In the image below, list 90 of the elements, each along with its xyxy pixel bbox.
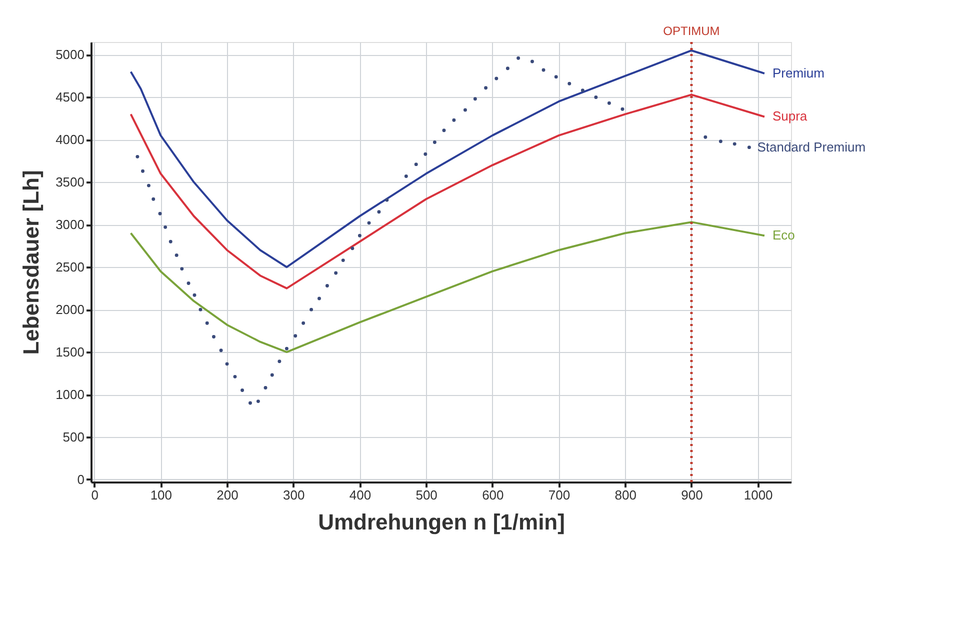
series-label: Eco — [772, 228, 795, 243]
point — [452, 118, 456, 122]
series-label: Standard Premium — [757, 139, 866, 154]
point — [620, 107, 624, 111]
point — [594, 95, 598, 99]
point — [442, 128, 446, 132]
point — [270, 373, 274, 377]
point — [341, 258, 345, 262]
x-axis-title: Umdrehungen n [1/min] — [318, 510, 565, 534]
line-series — [130, 221, 766, 354]
point — [212, 335, 216, 338]
point — [294, 334, 298, 338]
x-tick-label: 600 — [482, 488, 504, 502]
point — [302, 321, 306, 325]
x-tick-label: 100 — [150, 488, 172, 502]
point — [278, 360, 282, 364]
point — [318, 296, 321, 300]
ref-line-label: OPTIMUM — [663, 24, 720, 38]
point — [285, 346, 288, 350]
y-tick-label: 2500 — [56, 260, 84, 275]
point — [334, 271, 338, 275]
point — [424, 152, 428, 156]
point — [158, 212, 162, 216]
point — [358, 234, 362, 238]
x-tick-label: 900 — [681, 488, 703, 502]
point — [367, 221, 371, 225]
point — [180, 267, 184, 271]
point — [580, 88, 584, 92]
y-tick-label: 1000 — [56, 387, 84, 402]
point — [494, 76, 498, 80]
y-tick-label: 3000 — [56, 217, 84, 232]
point — [704, 135, 708, 139]
point — [205, 321, 209, 325]
y-tick-label: 3500 — [56, 174, 84, 190]
point — [463, 108, 467, 112]
point — [732, 142, 736, 146]
x-tick-label: 200 — [216, 488, 238, 502]
point — [198, 308, 202, 312]
point — [718, 140, 722, 144]
x-tick-label: 700 — [548, 488, 570, 502]
point — [404, 174, 408, 178]
point — [152, 197, 156, 201]
point — [568, 82, 572, 86]
point — [432, 140, 436, 144]
y-tick-label: 2000 — [56, 302, 84, 318]
x-tick-label: 1000 — [744, 488, 773, 502]
point — [264, 386, 268, 390]
point — [168, 240, 172, 244]
point — [141, 169, 144, 173]
y-tick-label: 4500 — [56, 90, 84, 105]
y-tick-label: 0 — [77, 472, 84, 487]
point — [385, 198, 389, 202]
point — [186, 282, 190, 285]
point — [747, 146, 751, 150]
point — [310, 308, 314, 312]
series-label: Supra — [772, 108, 808, 124]
point — [240, 388, 244, 392]
point — [233, 374, 237, 378]
point — [325, 284, 329, 288]
point — [377, 210, 381, 214]
x-tick-label: 300 — [283, 488, 305, 502]
y-tick-label: 1500 — [56, 344, 84, 360]
y-tick-label: 4000 — [56, 132, 84, 148]
point — [164, 225, 168, 229]
y-axis-title: Lebensdauer [Lh] — [18, 170, 44, 355]
point — [414, 162, 418, 166]
series-label: Premium — [772, 65, 824, 80]
x-tick-label: 500 — [416, 488, 438, 502]
point — [136, 154, 140, 158]
point — [225, 362, 229, 366]
point — [248, 401, 252, 405]
point — [146, 184, 150, 188]
y-tick-label: 5000 — [56, 47, 84, 62]
point — [350, 246, 354, 250]
point — [607, 101, 611, 105]
point — [516, 56, 520, 60]
x-tick-label: 400 — [349, 488, 372, 502]
point — [192, 293, 196, 297]
point — [174, 253, 178, 257]
y-tick-label: 500 — [62, 429, 84, 444]
x-tick-label: 800 — [614, 488, 636, 502]
point — [256, 400, 260, 404]
point — [219, 348, 223, 352]
point — [542, 68, 546, 72]
point — [473, 97, 477, 101]
point — [530, 60, 534, 64]
point — [554, 75, 558, 79]
point — [506, 66, 510, 70]
point — [484, 86, 488, 90]
x-tick-label: 0 — [91, 488, 98, 502]
